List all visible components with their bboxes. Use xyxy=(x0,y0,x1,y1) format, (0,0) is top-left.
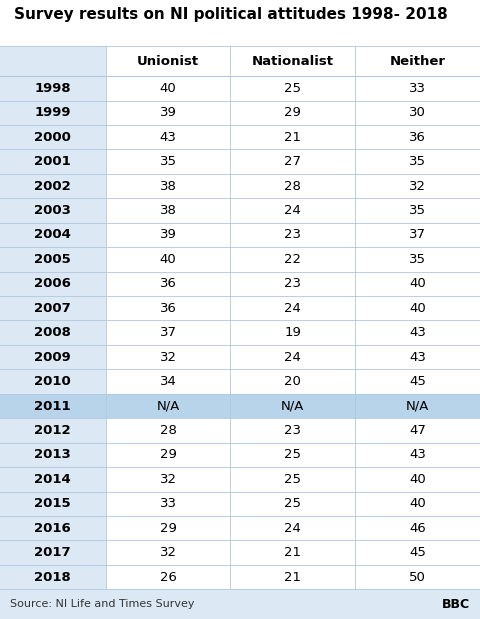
Text: 2004: 2004 xyxy=(35,228,71,241)
Text: Unionist: Unionist xyxy=(137,54,199,68)
Text: 2007: 2007 xyxy=(35,302,71,315)
Text: 2012: 2012 xyxy=(35,424,71,437)
Text: 21: 21 xyxy=(284,571,301,584)
Text: 40: 40 xyxy=(160,82,176,95)
Text: 28: 28 xyxy=(159,424,177,437)
Text: Survey results on NI political attitudes 1998- 2018: Survey results on NI political attitudes… xyxy=(14,7,448,22)
Text: 2010: 2010 xyxy=(35,375,71,388)
Text: 36: 36 xyxy=(159,277,177,290)
Text: 45: 45 xyxy=(409,546,426,559)
Text: 2003: 2003 xyxy=(35,204,71,217)
Text: 25: 25 xyxy=(284,82,301,95)
Text: 43: 43 xyxy=(409,350,426,363)
Text: 40: 40 xyxy=(160,253,176,266)
Text: 2013: 2013 xyxy=(35,448,71,461)
Text: N/A: N/A xyxy=(281,399,304,412)
Text: BBC: BBC xyxy=(442,597,470,611)
Text: 22: 22 xyxy=(284,253,301,266)
Text: 38: 38 xyxy=(159,204,177,217)
Text: 25: 25 xyxy=(284,497,301,510)
Text: 32: 32 xyxy=(159,350,177,363)
Text: 35: 35 xyxy=(159,155,177,168)
Text: 2009: 2009 xyxy=(35,350,71,363)
Text: 24: 24 xyxy=(284,350,301,363)
Text: 40: 40 xyxy=(409,302,426,315)
Text: 2011: 2011 xyxy=(35,399,71,412)
Text: 39: 39 xyxy=(159,228,177,241)
Text: 19: 19 xyxy=(284,326,301,339)
Text: 37: 37 xyxy=(159,326,177,339)
Text: 34: 34 xyxy=(159,375,177,388)
Text: 23: 23 xyxy=(284,228,301,241)
Text: 23: 23 xyxy=(284,424,301,437)
Text: 24: 24 xyxy=(284,204,301,217)
Text: 33: 33 xyxy=(159,497,177,510)
Text: 35: 35 xyxy=(409,253,426,266)
Text: 36: 36 xyxy=(159,302,177,315)
Text: 39: 39 xyxy=(159,106,177,119)
Text: 2014: 2014 xyxy=(35,473,71,486)
Text: 2018: 2018 xyxy=(35,571,71,584)
Text: 23: 23 xyxy=(284,277,301,290)
Text: 43: 43 xyxy=(159,131,177,144)
Text: 2016: 2016 xyxy=(35,522,71,535)
Text: 1998: 1998 xyxy=(35,82,71,95)
Text: 33: 33 xyxy=(409,82,426,95)
Text: 37: 37 xyxy=(409,228,426,241)
Text: 2005: 2005 xyxy=(35,253,71,266)
Text: 27: 27 xyxy=(284,155,301,168)
Text: 25: 25 xyxy=(284,473,301,486)
Text: 28: 28 xyxy=(284,180,301,193)
Text: 2017: 2017 xyxy=(35,546,71,559)
Text: 32: 32 xyxy=(409,180,426,193)
Text: 35: 35 xyxy=(409,204,426,217)
Text: 26: 26 xyxy=(159,571,177,584)
Text: N/A: N/A xyxy=(156,399,180,412)
Text: 38: 38 xyxy=(159,180,177,193)
Text: Neither: Neither xyxy=(390,54,445,68)
Text: 40: 40 xyxy=(409,497,426,510)
Text: 40: 40 xyxy=(409,473,426,486)
Text: 25: 25 xyxy=(284,448,301,461)
Text: 32: 32 xyxy=(159,473,177,486)
Text: 2008: 2008 xyxy=(35,326,71,339)
Text: 21: 21 xyxy=(284,131,301,144)
Text: 32: 32 xyxy=(159,546,177,559)
Text: 29: 29 xyxy=(159,448,177,461)
Text: 45: 45 xyxy=(409,375,426,388)
Text: 1999: 1999 xyxy=(35,106,71,119)
Text: 30: 30 xyxy=(409,106,426,119)
Text: 43: 43 xyxy=(409,448,426,461)
Text: Nationalist: Nationalist xyxy=(252,54,334,68)
Text: 24: 24 xyxy=(284,522,301,535)
Text: 24: 24 xyxy=(284,302,301,315)
Text: 36: 36 xyxy=(409,131,426,144)
Text: 46: 46 xyxy=(409,522,426,535)
Text: 20: 20 xyxy=(284,375,301,388)
Text: N/A: N/A xyxy=(406,399,429,412)
Text: 2015: 2015 xyxy=(35,497,71,510)
Text: 47: 47 xyxy=(409,424,426,437)
Text: 2001: 2001 xyxy=(35,155,71,168)
Text: 50: 50 xyxy=(409,571,426,584)
Text: 21: 21 xyxy=(284,546,301,559)
Text: 2000: 2000 xyxy=(35,131,71,144)
Text: 29: 29 xyxy=(284,106,301,119)
Text: 35: 35 xyxy=(409,155,426,168)
Text: Source: NI Life and Times Survey: Source: NI Life and Times Survey xyxy=(10,599,194,609)
Text: 43: 43 xyxy=(409,326,426,339)
Text: 40: 40 xyxy=(409,277,426,290)
Text: 2002: 2002 xyxy=(35,180,71,193)
Text: 29: 29 xyxy=(159,522,177,535)
Text: 2006: 2006 xyxy=(35,277,71,290)
